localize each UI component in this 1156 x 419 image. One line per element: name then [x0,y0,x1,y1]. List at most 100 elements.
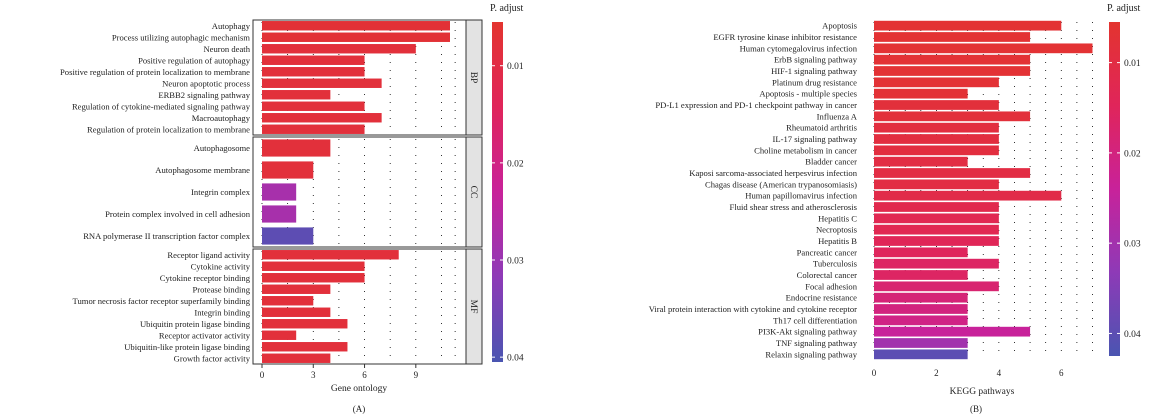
bar [874,349,968,360]
bar [262,319,348,329]
panel-label: (B) [970,404,982,414]
bar [262,353,331,363]
category-label: TNF signaling pathway [776,338,858,348]
category-label: Process utilizing autophagic mechanism [112,32,250,42]
bar [874,168,1031,178]
facet-label: BP [468,72,478,84]
category-label: ErbB signaling pathway [774,55,858,65]
bar [262,183,297,201]
bar [262,124,365,134]
category-label: Macroautophagy [192,113,251,123]
category-label: Influenza A [817,111,858,121]
category-label: Necroptosis [816,225,858,235]
bar [874,122,999,133]
bar [262,330,297,340]
category-label: Positive regulation of protein localizat… [60,67,250,77]
category-label: Th17 cell differentiation [773,315,858,325]
panel-label: (A) [353,404,366,414]
bar [874,111,1031,122]
bar [874,43,1093,54]
category-label: Positive regulation of autophagy [138,55,251,65]
category-label: Relaxin signaling pathway [765,349,857,359]
category-label: ERBB2 signaling pathway [158,90,250,100]
legend-tick-label: 0.03 [1124,240,1141,250]
category-label: Endocrine resistance [786,293,858,303]
bar [874,213,999,224]
bar [262,78,382,88]
bar [874,247,968,258]
x-tick-label: 6 [362,370,367,380]
bar [262,139,331,157]
bar [262,21,450,31]
facet-label: CC [468,186,478,199]
bar [874,292,968,303]
facet-label: MF [468,300,478,314]
bar [262,90,331,100]
legend-colorbar [1109,22,1120,356]
bar [262,261,365,271]
x-tick-label: 9 [414,370,419,380]
category-label: Human cytomegalovirus infection [740,43,858,53]
legend-title: P. adjust [1107,3,1141,14]
bar [874,281,999,292]
bar [262,205,297,223]
legend-tick-label: 0.03 [507,257,524,267]
category-label: RNA polymerase II transcription factor c… [83,231,251,241]
legend-title: P. adjust [490,3,524,14]
category-label: Protease binding [192,284,250,294]
bar [874,134,999,144]
bar [874,315,968,326]
bar [874,66,1031,76]
category-label: Cytokine receptor binding [160,273,251,283]
bar [874,224,999,235]
bar [262,67,365,77]
category-label: Tuberculosis [813,259,858,269]
bar [874,179,999,190]
bar [262,101,365,111]
bar [874,258,999,269]
x-tick-label: 4 [997,368,1002,378]
bar [874,190,1062,201]
category-label: PI3K-Akt signaling pathway [758,327,858,337]
category-label: Choline metabolism in cancer [754,145,857,155]
legend-tick-label: 0.01 [507,62,524,72]
category-label: EGFR tyrosine kinase inhibitor resistanc… [713,32,857,42]
x-tick-label: 0 [260,370,265,380]
bar [262,113,382,123]
legend-tick-label: 0.04 [507,354,524,364]
category-label: Rheumatoid arthritis [786,123,858,133]
category-label: Autophagy [212,21,251,31]
bar [874,202,999,212]
category-label: Receptor ligand activity [167,250,250,260]
bar [874,270,968,280]
category-label: Human papillomavirus infection [745,191,857,201]
category-label: Bladder cancer [805,157,857,167]
bar [262,32,450,42]
bar [874,326,1031,337]
category-label: Focal adhesion [805,281,857,291]
bar [874,20,1062,31]
category-label: IL-17 signaling pathway [773,134,858,144]
category-label: Regulation of cytokine-mediated signalin… [72,101,251,111]
plot-panel [865,20,1098,360]
category-label: HIF-1 signaling pathway [771,66,858,76]
bar [262,227,314,245]
legend-tick-label: 0.01 [1124,59,1141,69]
bar [874,32,1031,42]
category-label: Colorectal cancer [797,270,857,280]
facet-strip [465,136,483,248]
x-axis-title: KEGG pathways [950,387,1015,397]
category-label: Protein complex involved in cell adhesio… [105,209,251,219]
category-label: Growth factor activity [174,353,251,363]
category-label: Apoptosis - multiple species [759,89,857,99]
category-label: Neuron apoptotic process [162,78,250,88]
bar [262,307,331,317]
x-axis-title: Gene ontology [331,384,387,394]
x-tick-label: 3 [311,370,316,380]
category-label: Integrin binding [194,307,250,317]
bar [874,156,968,167]
category-label: PD-L1 expression and PD-1 checkpoint pat… [655,100,857,110]
